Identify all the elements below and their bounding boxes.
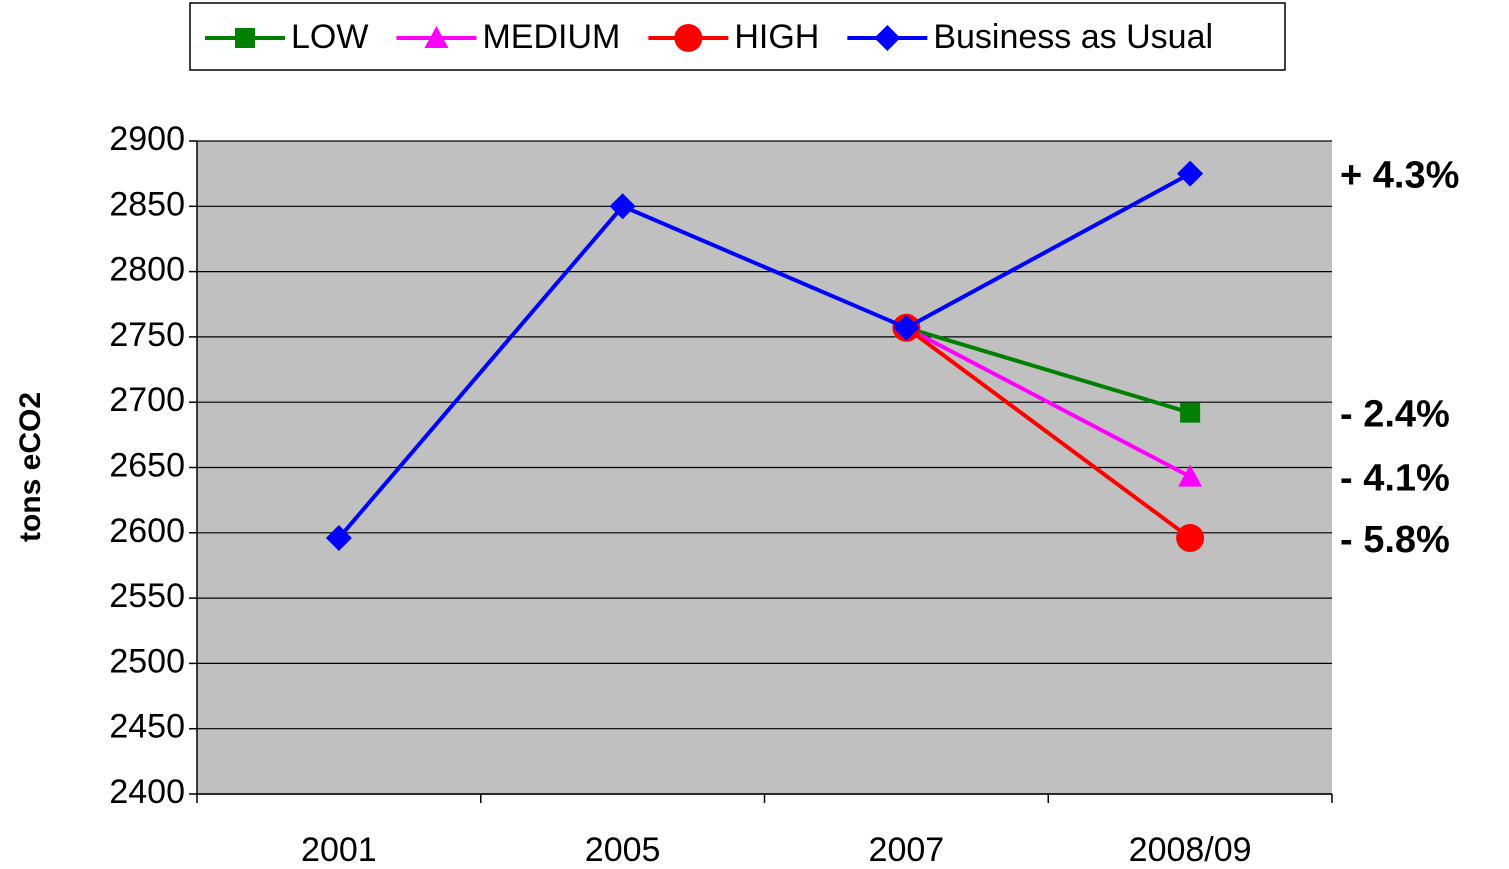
series-line bbox=[905, 325, 1192, 479]
legend-marker bbox=[424, 26, 449, 48]
annotation: + 4.3% bbox=[1340, 155, 1459, 197]
point bbox=[1177, 160, 1204, 187]
y-tick-label: 2400 bbox=[109, 773, 185, 811]
legend-label: MEDIUM bbox=[482, 18, 620, 56]
y-tick-label: 2750 bbox=[109, 316, 185, 354]
series-line bbox=[337, 171, 1192, 540]
legend-label: HIGH bbox=[734, 18, 819, 56]
point bbox=[1178, 464, 1203, 487]
series-line bbox=[905, 326, 1192, 540]
x-tick-label: 2008/09 bbox=[1129, 831, 1252, 869]
annotation: - 4.1% bbox=[1340, 458, 1450, 500]
point bbox=[1176, 524, 1205, 553]
y-tick-label: 2550 bbox=[109, 577, 185, 615]
legend-marker bbox=[235, 28, 255, 48]
annotation: - 2.4% bbox=[1340, 394, 1450, 436]
x-tick-label: 2001 bbox=[301, 831, 377, 869]
legend-box bbox=[189, 2, 1286, 71]
y-tick-label: 2900 bbox=[109, 120, 185, 158]
point bbox=[609, 193, 636, 220]
y-tick-label: 2850 bbox=[109, 185, 185, 223]
legend-label: LOW bbox=[291, 18, 368, 56]
point bbox=[1180, 402, 1201, 423]
y-tick-label: 2650 bbox=[109, 446, 185, 484]
point bbox=[893, 314, 920, 341]
y-axis-label: tons eCO2 bbox=[14, 392, 47, 542]
y-tick-label: 2700 bbox=[109, 381, 185, 419]
legend-marker bbox=[674, 24, 703, 52]
x-tick-label: 2005 bbox=[585, 831, 661, 869]
legend-label: Business as Usual bbox=[933, 18, 1213, 56]
y-tick-label: 2450 bbox=[109, 708, 185, 746]
annotation: - 5.8% bbox=[1340, 519, 1450, 561]
legend-marker bbox=[874, 25, 901, 51]
series-line bbox=[905, 325, 1191, 415]
x-tick-label: 2007 bbox=[869, 831, 945, 869]
y-tick-label: 2500 bbox=[109, 642, 185, 680]
y-tick-label: 2600 bbox=[109, 512, 185, 550]
y-tick-label: 2800 bbox=[109, 251, 185, 289]
point bbox=[325, 525, 352, 552]
